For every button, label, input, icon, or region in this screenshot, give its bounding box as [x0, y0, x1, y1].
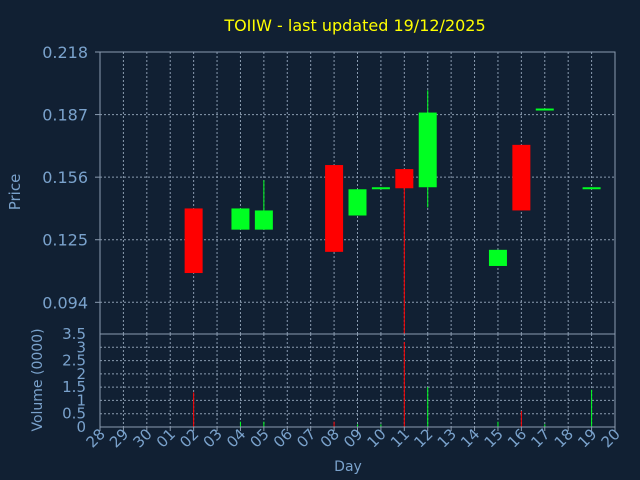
volume-tick-label: 3.5	[62, 325, 86, 343]
volume-bars	[193, 341, 593, 427]
candle-body	[582, 187, 601, 190]
x-tick-label: 28	[83, 425, 109, 451]
x-tick-label: 11	[387, 425, 413, 451]
candle-body	[184, 208, 203, 274]
x-tick-label: 06	[270, 425, 296, 451]
x-tick-label: 07	[293, 425, 319, 451]
candle-body	[512, 144, 531, 211]
volume-tick-label: 1.5	[62, 378, 86, 396]
price-tick-label: 0.156	[42, 168, 88, 187]
x-tick-label: 14	[457, 425, 483, 451]
volume-tick-label: 2	[76, 365, 86, 383]
candle-body	[371, 187, 390, 190]
x-tick-label: 16	[504, 425, 530, 451]
x-axis-label: Day	[334, 459, 362, 475]
x-tick-label: 08	[317, 425, 343, 451]
candle-body	[418, 112, 437, 188]
candle-body	[535, 108, 554, 111]
x-tick-label: 01	[153, 425, 179, 451]
x-tick-label: 13	[434, 425, 460, 451]
x-tick-label: 15	[481, 425, 507, 451]
volume-tick-label: 1	[76, 391, 86, 409]
volume-tick-label: 0	[76, 418, 86, 436]
x-tick-label: 20	[598, 425, 624, 451]
price-axis-label: Price	[6, 174, 24, 211]
candle-body	[254, 210, 273, 230]
candle-body	[395, 169, 414, 189]
volume-axis-label: Volume (0000)	[30, 328, 46, 431]
candle-body	[325, 165, 344, 252]
x-tick-label: 04	[223, 425, 249, 451]
price-tick-label: 0.218	[42, 43, 88, 62]
x-tick-label: 17	[527, 425, 553, 451]
price-tick-label: 0.187	[42, 106, 88, 125]
chart-title: TOIIW - last updated 19/12/2025	[223, 16, 485, 35]
candle-body	[348, 189, 367, 216]
x-axis-ticks: 2829300102030405060708091011121314151617…	[83, 425, 624, 451]
x-tick-label: 03	[200, 425, 226, 451]
price-panel: 0.218 0.187 0.156 0.125 0.094	[42, 43, 616, 335]
x-tick-label: 30	[129, 425, 155, 451]
volume-tick-label: 0.5	[62, 405, 86, 423]
volume-tick-label: 2.5	[62, 352, 86, 370]
x-tick-label: 12	[410, 425, 436, 451]
candle-body	[488, 249, 507, 266]
x-tick-label: 02	[176, 425, 202, 451]
volume-tick-label: 3	[76, 338, 86, 356]
x-tick-label: 05	[246, 425, 272, 451]
volume-panel: 3.532.521.510.50	[62, 325, 616, 436]
x-tick-label: 18	[551, 425, 577, 451]
price-tick-label: 0.094	[42, 293, 88, 312]
candle-body	[231, 208, 250, 230]
x-tick-label: 10	[364, 425, 390, 451]
candles	[184, 90, 601, 334]
x-tick-label: 29	[106, 425, 132, 451]
x-tick-label: 09	[340, 425, 366, 451]
x-tick-label: 19	[574, 425, 600, 451]
price-tick-label: 0.125	[42, 231, 88, 250]
